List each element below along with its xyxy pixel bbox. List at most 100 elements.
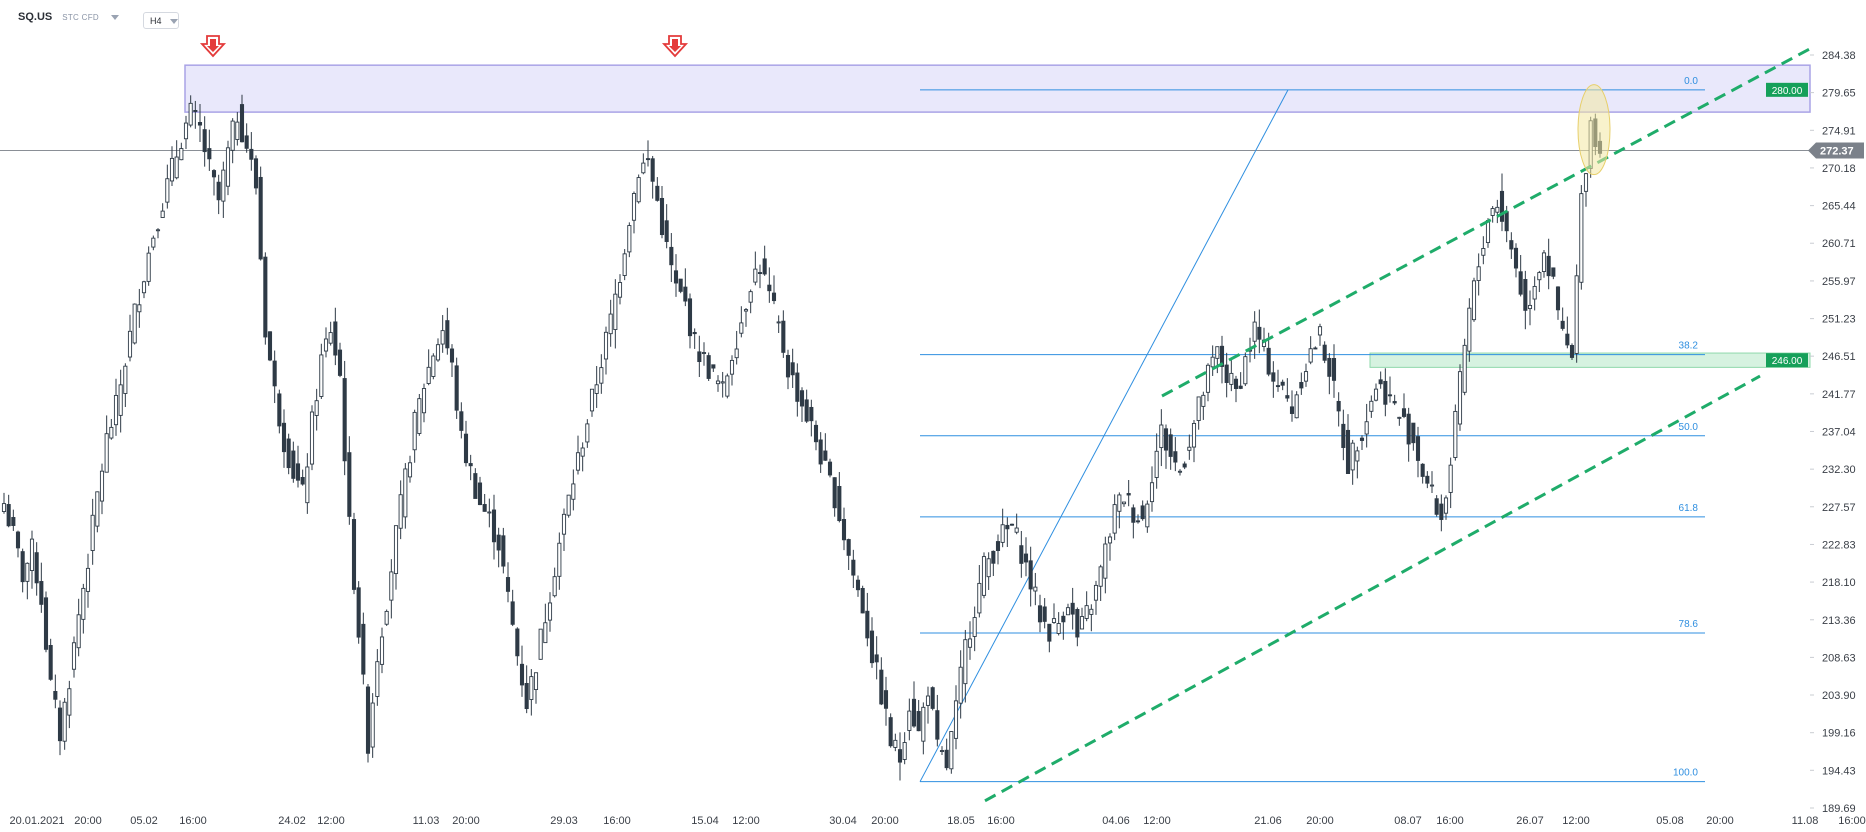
candle bbox=[104, 433, 109, 473]
chevron-down-icon[interactable] bbox=[111, 15, 119, 20]
candle bbox=[631, 193, 637, 221]
x-tick-label: 30.04 bbox=[829, 815, 857, 827]
candle bbox=[645, 158, 651, 161]
candle bbox=[160, 210, 165, 218]
candle bbox=[384, 610, 389, 625]
candle bbox=[641, 162, 646, 174]
resistance-price-tag-bg bbox=[1766, 82, 1808, 97]
candle bbox=[216, 181, 221, 201]
candle bbox=[566, 494, 571, 516]
candle bbox=[613, 293, 618, 330]
fib-level-label: 0.0 bbox=[1684, 76, 1698, 87]
candle bbox=[141, 281, 147, 294]
candle bbox=[855, 579, 861, 591]
candle bbox=[743, 309, 749, 312]
candle bbox=[1159, 424, 1164, 449]
candle bbox=[1425, 475, 1430, 484]
candle bbox=[916, 711, 921, 732]
y-tick-label: 260.71 bbox=[1822, 238, 1856, 250]
x-tick-label: 16:00 bbox=[179, 815, 207, 827]
candle bbox=[39, 581, 44, 605]
candle bbox=[1135, 520, 1141, 523]
x-tick-label: 12:00 bbox=[1562, 815, 1590, 827]
symbol-label: SQ.US bbox=[18, 11, 53, 23]
candle bbox=[865, 610, 870, 639]
x-tick-label: 20:00 bbox=[871, 815, 899, 827]
candle bbox=[459, 411, 464, 431]
candle bbox=[1252, 321, 1257, 342]
candle bbox=[1569, 345, 1575, 358]
candle bbox=[977, 582, 982, 614]
candle bbox=[599, 367, 604, 384]
candle bbox=[818, 439, 823, 465]
candle bbox=[67, 688, 72, 716]
candle bbox=[361, 623, 366, 675]
y-tick-label: 194.43 bbox=[1822, 765, 1856, 777]
candle bbox=[211, 170, 217, 178]
candle bbox=[907, 710, 912, 731]
candle bbox=[869, 630, 875, 664]
candle bbox=[314, 400, 319, 416]
breakout-highlight bbox=[1577, 84, 1611, 176]
candle bbox=[883, 690, 889, 709]
y-tick-label: 237.04 bbox=[1822, 426, 1856, 438]
candle bbox=[949, 731, 954, 770]
candle bbox=[337, 349, 343, 376]
candle bbox=[501, 535, 506, 567]
candle bbox=[1303, 371, 1309, 382]
candle bbox=[1392, 401, 1397, 404]
candle bbox=[174, 156, 179, 179]
instrument-type: STC CFD bbox=[62, 12, 99, 22]
candle bbox=[1145, 503, 1150, 528]
candle bbox=[356, 587, 361, 638]
candle bbox=[1322, 344, 1327, 361]
candle bbox=[1345, 429, 1351, 474]
candle bbox=[888, 717, 893, 747]
candle bbox=[1415, 436, 1421, 461]
candle bbox=[487, 511, 492, 514]
x-tick-label: 16:00 bbox=[603, 815, 631, 827]
candle bbox=[1019, 545, 1024, 564]
candle bbox=[95, 491, 100, 527]
candle bbox=[580, 447, 585, 457]
candle bbox=[389, 571, 394, 601]
candle bbox=[81, 587, 86, 620]
candle bbox=[1383, 380, 1388, 405]
candle bbox=[1005, 524, 1010, 530]
candle bbox=[1537, 272, 1542, 281]
candle bbox=[1490, 208, 1495, 216]
candle bbox=[1070, 602, 1075, 615]
candle bbox=[123, 365, 128, 394]
candle bbox=[1294, 394, 1299, 419]
candle bbox=[1196, 396, 1201, 421]
resistance-zone bbox=[184, 64, 1811, 113]
current-price-tag: 272.37 bbox=[1820, 146, 1854, 158]
timeframe-select[interactable]: H4 bbox=[143, 12, 179, 29]
y-tick-label: 255.97 bbox=[1822, 276, 1856, 288]
x-tick-label: 12:00 bbox=[317, 815, 345, 827]
candle bbox=[379, 636, 385, 665]
candle bbox=[958, 666, 963, 704]
candle bbox=[1462, 344, 1467, 393]
candle bbox=[53, 690, 58, 700]
candle bbox=[477, 482, 483, 506]
candle bbox=[1551, 267, 1556, 277]
candle bbox=[1047, 623, 1052, 642]
chart-header: SQ.US STC CFD bbox=[18, 11, 119, 23]
candle bbox=[1173, 451, 1178, 463]
x-tick-label: 05.08 bbox=[1656, 815, 1684, 827]
x-tick-label: 08.07 bbox=[1394, 815, 1422, 827]
candle bbox=[230, 120, 235, 151]
candle bbox=[1065, 607, 1071, 616]
candle bbox=[1555, 286, 1561, 311]
candle bbox=[785, 354, 791, 378]
candle bbox=[846, 539, 851, 556]
candle bbox=[1037, 605, 1043, 623]
candle bbox=[1028, 560, 1033, 590]
current-price-tag-bg bbox=[1808, 142, 1864, 159]
candle bbox=[1378, 379, 1383, 385]
candle bbox=[837, 485, 842, 522]
candle bbox=[165, 178, 170, 203]
y-tick-label: 203.90 bbox=[1822, 690, 1856, 702]
